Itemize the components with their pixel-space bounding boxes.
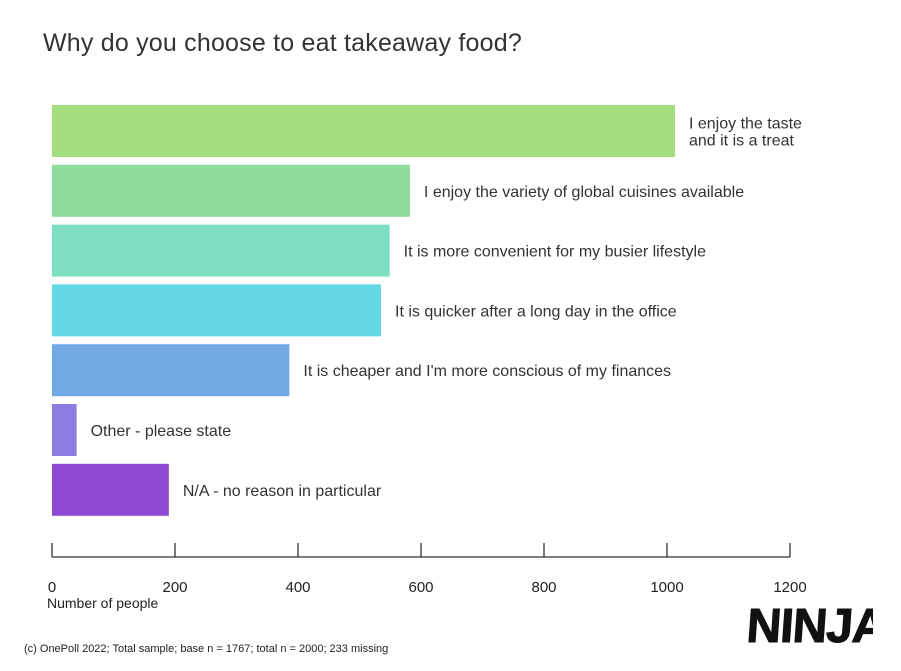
- bar-5: [52, 344, 290, 397]
- bar-label-4: It is quicker after a long day in the of…: [395, 303, 677, 320]
- x-axis-title: Number of people: [47, 595, 159, 611]
- bar-3: [52, 224, 390, 277]
- chart-title: Why do you choose to eat takeaway food?: [43, 29, 522, 57]
- bar-4: [52, 284, 382, 337]
- bar-2: [52, 164, 410, 217]
- bar-label-3: It is more convenient for my busier life…: [404, 244, 706, 261]
- bars-layer: [52, 105, 675, 516]
- source-note: (c) OnePoll 2022; Total sample; base n =…: [24, 643, 389, 655]
- x-tick-label-200: 200: [162, 579, 187, 596]
- bar-label-7: N/A - no reason in particular: [183, 483, 382, 500]
- x-tick-label-0: 0: [48, 579, 56, 596]
- x-tick-label-800: 800: [531, 579, 556, 596]
- bar-label-2: I enjoy the variety of global cuisines a…: [424, 184, 744, 201]
- x-tick-label-1200: 1200: [773, 579, 806, 596]
- bar-7: [52, 463, 169, 516]
- bar-label-1: I enjoy the taste and it is a treat: [689, 116, 802, 150]
- x-axis: 0 200 400 600 800 1000 1200 Number of people: [47, 543, 807, 611]
- x-tick-label-400: 400: [285, 579, 310, 596]
- bar-6: [52, 404, 77, 456]
- bar-1: [52, 105, 675, 157]
- ninja-logo: NINJA: [747, 600, 873, 654]
- bar-label-5: It is cheaper and I'm more conscious of …: [303, 363, 671, 380]
- bar-label-6: Other - please state: [91, 423, 232, 440]
- logo-wordmark: NINJA: [747, 600, 873, 653]
- bar-labels-layer: I enjoy the taste and it is a treat I enjo…: [91, 116, 802, 500]
- x-tick-label-600: 600: [408, 579, 433, 596]
- x-tick-label-1000: 1000: [650, 579, 683, 596]
